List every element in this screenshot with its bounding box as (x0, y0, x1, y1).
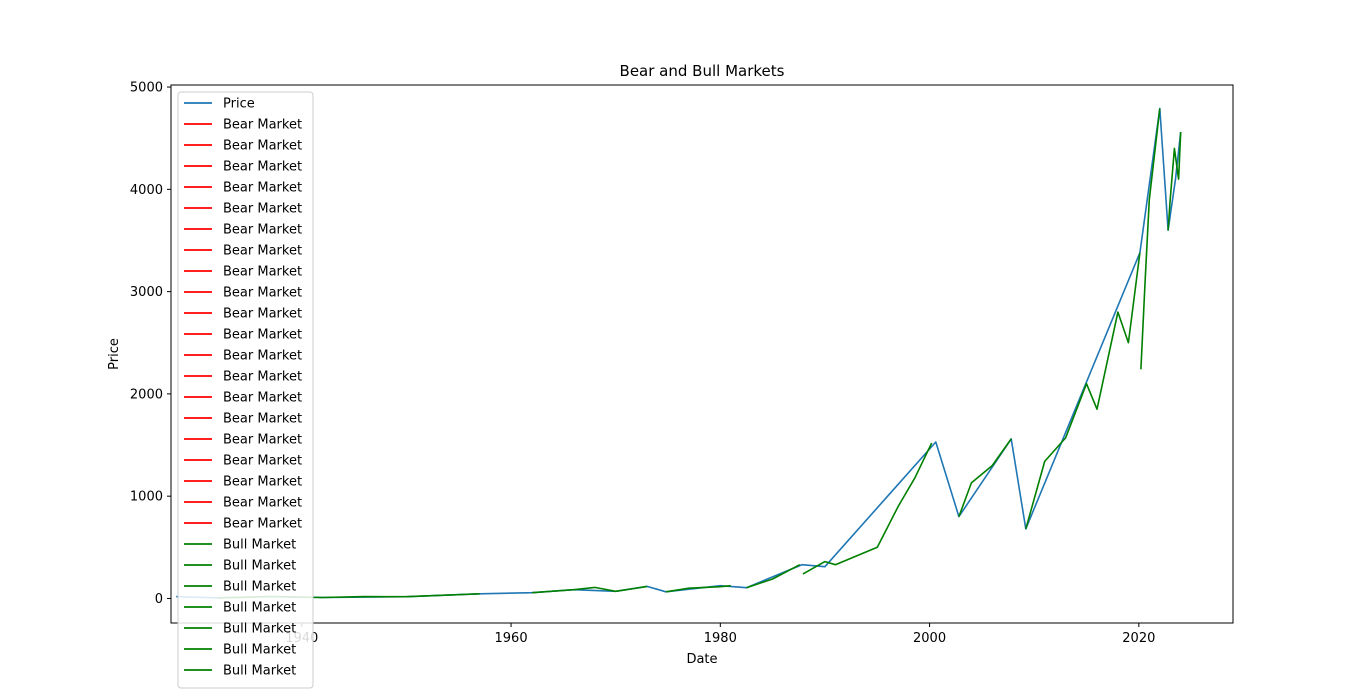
x-axis-label: Date (686, 652, 717, 667)
legend-label: Bear Market (223, 118, 302, 133)
legend-label: Price (223, 97, 255, 112)
legend-label: Bear Market (223, 223, 302, 238)
legend-label: Bull Market (223, 580, 296, 595)
legend-label: Bull Market (223, 622, 296, 637)
y-tick-label: 0 (155, 592, 163, 607)
legend-label: Bear Market (223, 244, 302, 259)
legend-label: Bull Market (223, 559, 296, 574)
series-line-bull-market (802, 442, 933, 575)
legend-box (177, 91, 314, 689)
legend-label: Bear Market (223, 433, 302, 448)
y-tick-label: 1000 (130, 490, 163, 505)
series-line-bull-market (665, 584, 731, 593)
legend-label: Bear Market (223, 202, 302, 217)
y-tick-label: 5000 (130, 81, 163, 96)
x-tick-label: 2000 (913, 631, 946, 646)
legend-label: Bear Market (223, 265, 302, 280)
plot-frame (170, 84, 1234, 624)
legend-label: Bull Market (223, 538, 296, 553)
legend-label: Bear Market (223, 181, 302, 196)
y-axis: 0 1000 2000 3000 4000 5000 (130, 81, 171, 607)
x-tick-label: 2020 (1122, 631, 1155, 646)
legend-label: Bear Market (223, 454, 302, 469)
x-tick-label: 1980 (704, 631, 737, 646)
x-tick-label: 1960 (495, 631, 528, 646)
legend-label: Bull Market (223, 601, 296, 616)
legend: Price Bear Market Bear Market Bear Market Be… (177, 91, 314, 689)
legend-label: Bear Market (223, 328, 302, 343)
series-line-bull-market (531, 585, 648, 594)
legend-label: Bull Market (223, 664, 296, 679)
legend-label: Bear Market (223, 286, 302, 301)
series-line-bull-market (746, 563, 801, 589)
series-line-bull-market (1025, 252, 1141, 530)
y-tick-label: 3000 (130, 285, 163, 300)
y-tick-label: 2000 (130, 387, 163, 402)
legend-label: Bear Market (223, 496, 302, 511)
series-line-bull-market (958, 438, 1012, 517)
legend-label: Bear Market (223, 139, 302, 154)
legend-label: Bear Market (223, 349, 302, 364)
legend-label: Bear Market (223, 370, 302, 385)
legend-label: Bear Market (223, 412, 302, 427)
legend-label: Bear Market (223, 475, 302, 490)
plot-area (176, 107, 1182, 599)
chart-title: Bear and Bull Markets (620, 62, 785, 80)
legend-label: Bear Market (223, 517, 302, 532)
legend-label: Bull Market (223, 643, 296, 658)
legend-label: Bear Market (223, 391, 302, 406)
legend-label: Bear Market (223, 307, 302, 322)
y-axis-label: Price (107, 338, 122, 370)
series-line-bull-market (1167, 131, 1182, 231)
y-tick-label: 4000 (130, 183, 163, 198)
series-line-bull-market (1140, 108, 1161, 370)
legend-label: Bear Market (223, 160, 302, 175)
